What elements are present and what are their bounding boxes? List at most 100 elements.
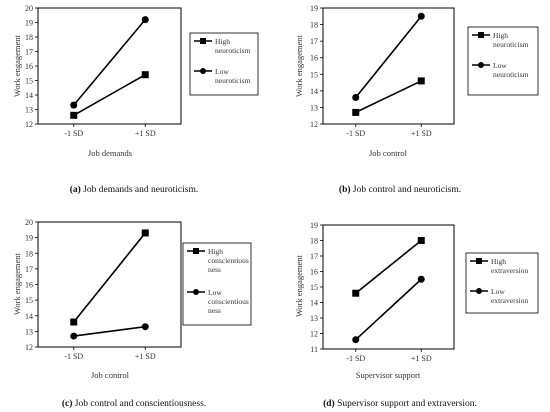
y-tick-label: 20 <box>25 218 33 227</box>
y-tick-label: 19 <box>25 234 33 243</box>
legend-entry: ness <box>208 265 221 274</box>
legend-entry: Low <box>208 288 222 297</box>
y-tick-label: 16 <box>310 268 318 277</box>
series-line <box>73 74 146 116</box>
caption-letter: (a) <box>70 184 81 195</box>
series-line <box>73 232 146 323</box>
y-tick-label: 13 <box>25 106 33 115</box>
x-axis-title: Job control <box>369 148 408 158</box>
y-tick-label: 18 <box>310 21 318 30</box>
caption-description: Job control and conscientiousness. <box>72 399 206 409</box>
y-axis-title: Work engagement <box>294 254 304 317</box>
data-point-square <box>352 289 360 297</box>
plot-frame <box>37 7 182 125</box>
plot-frame <box>37 221 182 348</box>
legend-entry: High <box>215 37 230 46</box>
legend-entry: Low <box>493 61 507 70</box>
x-tick-label: +1 SD <box>411 129 432 138</box>
x-axis-title: Supervisor support <box>356 370 421 380</box>
y-tick-label: 13 <box>25 327 33 336</box>
legend-entry: conscientious <box>208 256 249 265</box>
data-point-square <box>141 229 149 237</box>
y-tick-label: 19 <box>310 4 318 13</box>
series-line <box>73 325 146 337</box>
y-tick-label: 15 <box>25 296 33 305</box>
y-tick-label: 17 <box>310 37 318 46</box>
series-line <box>355 80 422 114</box>
chart-panel: 12 13 14 15 16 17 18 19 20 -1 SD +1 SD Work engagem… <box>12 4 259 195</box>
data-point-square <box>70 111 78 119</box>
data-point-circle <box>352 93 360 101</box>
y-tick-label: 14 <box>310 87 318 96</box>
legend-entry: Low <box>215 67 229 76</box>
y-tick-label: 12 <box>25 120 33 129</box>
x-tick-label: -1 SD <box>64 352 83 361</box>
y-tick-label: 16 <box>310 54 318 63</box>
x-tick-label: -1 SD <box>346 354 365 363</box>
panel-caption: (c) Job control and conscientiousness. <box>62 398 206 409</box>
legend-entry: High <box>493 31 508 40</box>
legend-entry: neuroticism <box>493 40 529 49</box>
y-axis-title: Work engagement <box>294 34 304 97</box>
legend-swatch-square <box>478 32 484 38</box>
y-tick-label: 15 <box>310 283 318 292</box>
y-tick-label: 19 <box>310 221 318 230</box>
y-tick-label: 19 <box>25 19 33 28</box>
y-tick-label: 13 <box>310 314 318 323</box>
caption-letter: (b) <box>339 184 351 195</box>
data-point-square <box>417 237 425 244</box>
series-line <box>73 19 146 106</box>
y-tick-label: 17 <box>25 48 33 57</box>
legend-entry: extraversion <box>491 266 528 275</box>
y-axis-title: Work engagement <box>12 34 22 97</box>
legend-entry: neuroticism <box>493 70 529 79</box>
x-tick-label: +1 SD <box>135 352 156 361</box>
y-tick-label: 17 <box>310 252 318 261</box>
panel-caption: (d) Supervisor support and extraversion. <box>323 398 477 409</box>
legend-entry: High <box>491 257 506 266</box>
data-point-circle <box>141 323 149 331</box>
y-tick-label: 12 <box>310 330 318 339</box>
legend-swatch-circle <box>476 288 482 294</box>
y-tick-label: 14 <box>310 299 318 308</box>
data-point-square <box>352 108 360 116</box>
y-tick-label: 16 <box>25 281 33 290</box>
series-line <box>355 239 422 294</box>
legend-swatch-square <box>200 38 206 44</box>
x-axis-title: Job demands <box>88 148 132 158</box>
panel-caption: (a) Job demands and neuroticism. <box>70 184 199 195</box>
legend-swatch-circle <box>200 68 206 74</box>
data-point-circle <box>417 275 425 283</box>
data-point-circle <box>417 12 425 20</box>
caption-description: Job control and neuroticism. <box>351 185 462 195</box>
caption-description: Job demands and neuroticism. <box>81 185 198 195</box>
y-tick-label: 11 <box>310 345 318 354</box>
y-tick-label: 16 <box>25 62 33 71</box>
chart-panel: 12 13 14 15 16 17 18 19 20 -1 SD +1 SD Work engagem… <box>12 218 252 409</box>
series-line <box>355 15 422 98</box>
data-point-circle <box>352 336 360 344</box>
legend-swatch-square <box>476 258 482 264</box>
caption-letter: (d) <box>323 398 335 409</box>
y-tick-label: 18 <box>25 249 33 258</box>
caption-letter: (c) <box>62 398 73 409</box>
chart-panel: 11 12 13 14 15 16 17 18 19 -1 SD +1 SD Work engagem… <box>294 221 539 409</box>
legend-entry: High <box>208 247 223 256</box>
legend-swatch-square <box>193 248 199 254</box>
caption-description: Supervisor support and extraversion. <box>335 399 477 409</box>
y-tick-label: 18 <box>310 237 318 246</box>
legend-swatch-circle <box>193 289 199 295</box>
data-point-square <box>141 71 149 79</box>
data-point-square <box>70 318 78 326</box>
legend-entry: extraversion <box>491 296 528 305</box>
x-axis-title: Job control <box>91 370 130 380</box>
legend-swatch-circle <box>478 62 484 68</box>
data-point-square <box>417 77 425 85</box>
series-line <box>355 278 422 341</box>
y-tick-label: 12 <box>25 343 33 352</box>
y-tick-label: 14 <box>25 91 33 100</box>
x-tick-label: +1 SD <box>411 354 432 363</box>
y-axis-title: Work engagement <box>12 252 22 315</box>
data-point-circle <box>141 16 149 24</box>
